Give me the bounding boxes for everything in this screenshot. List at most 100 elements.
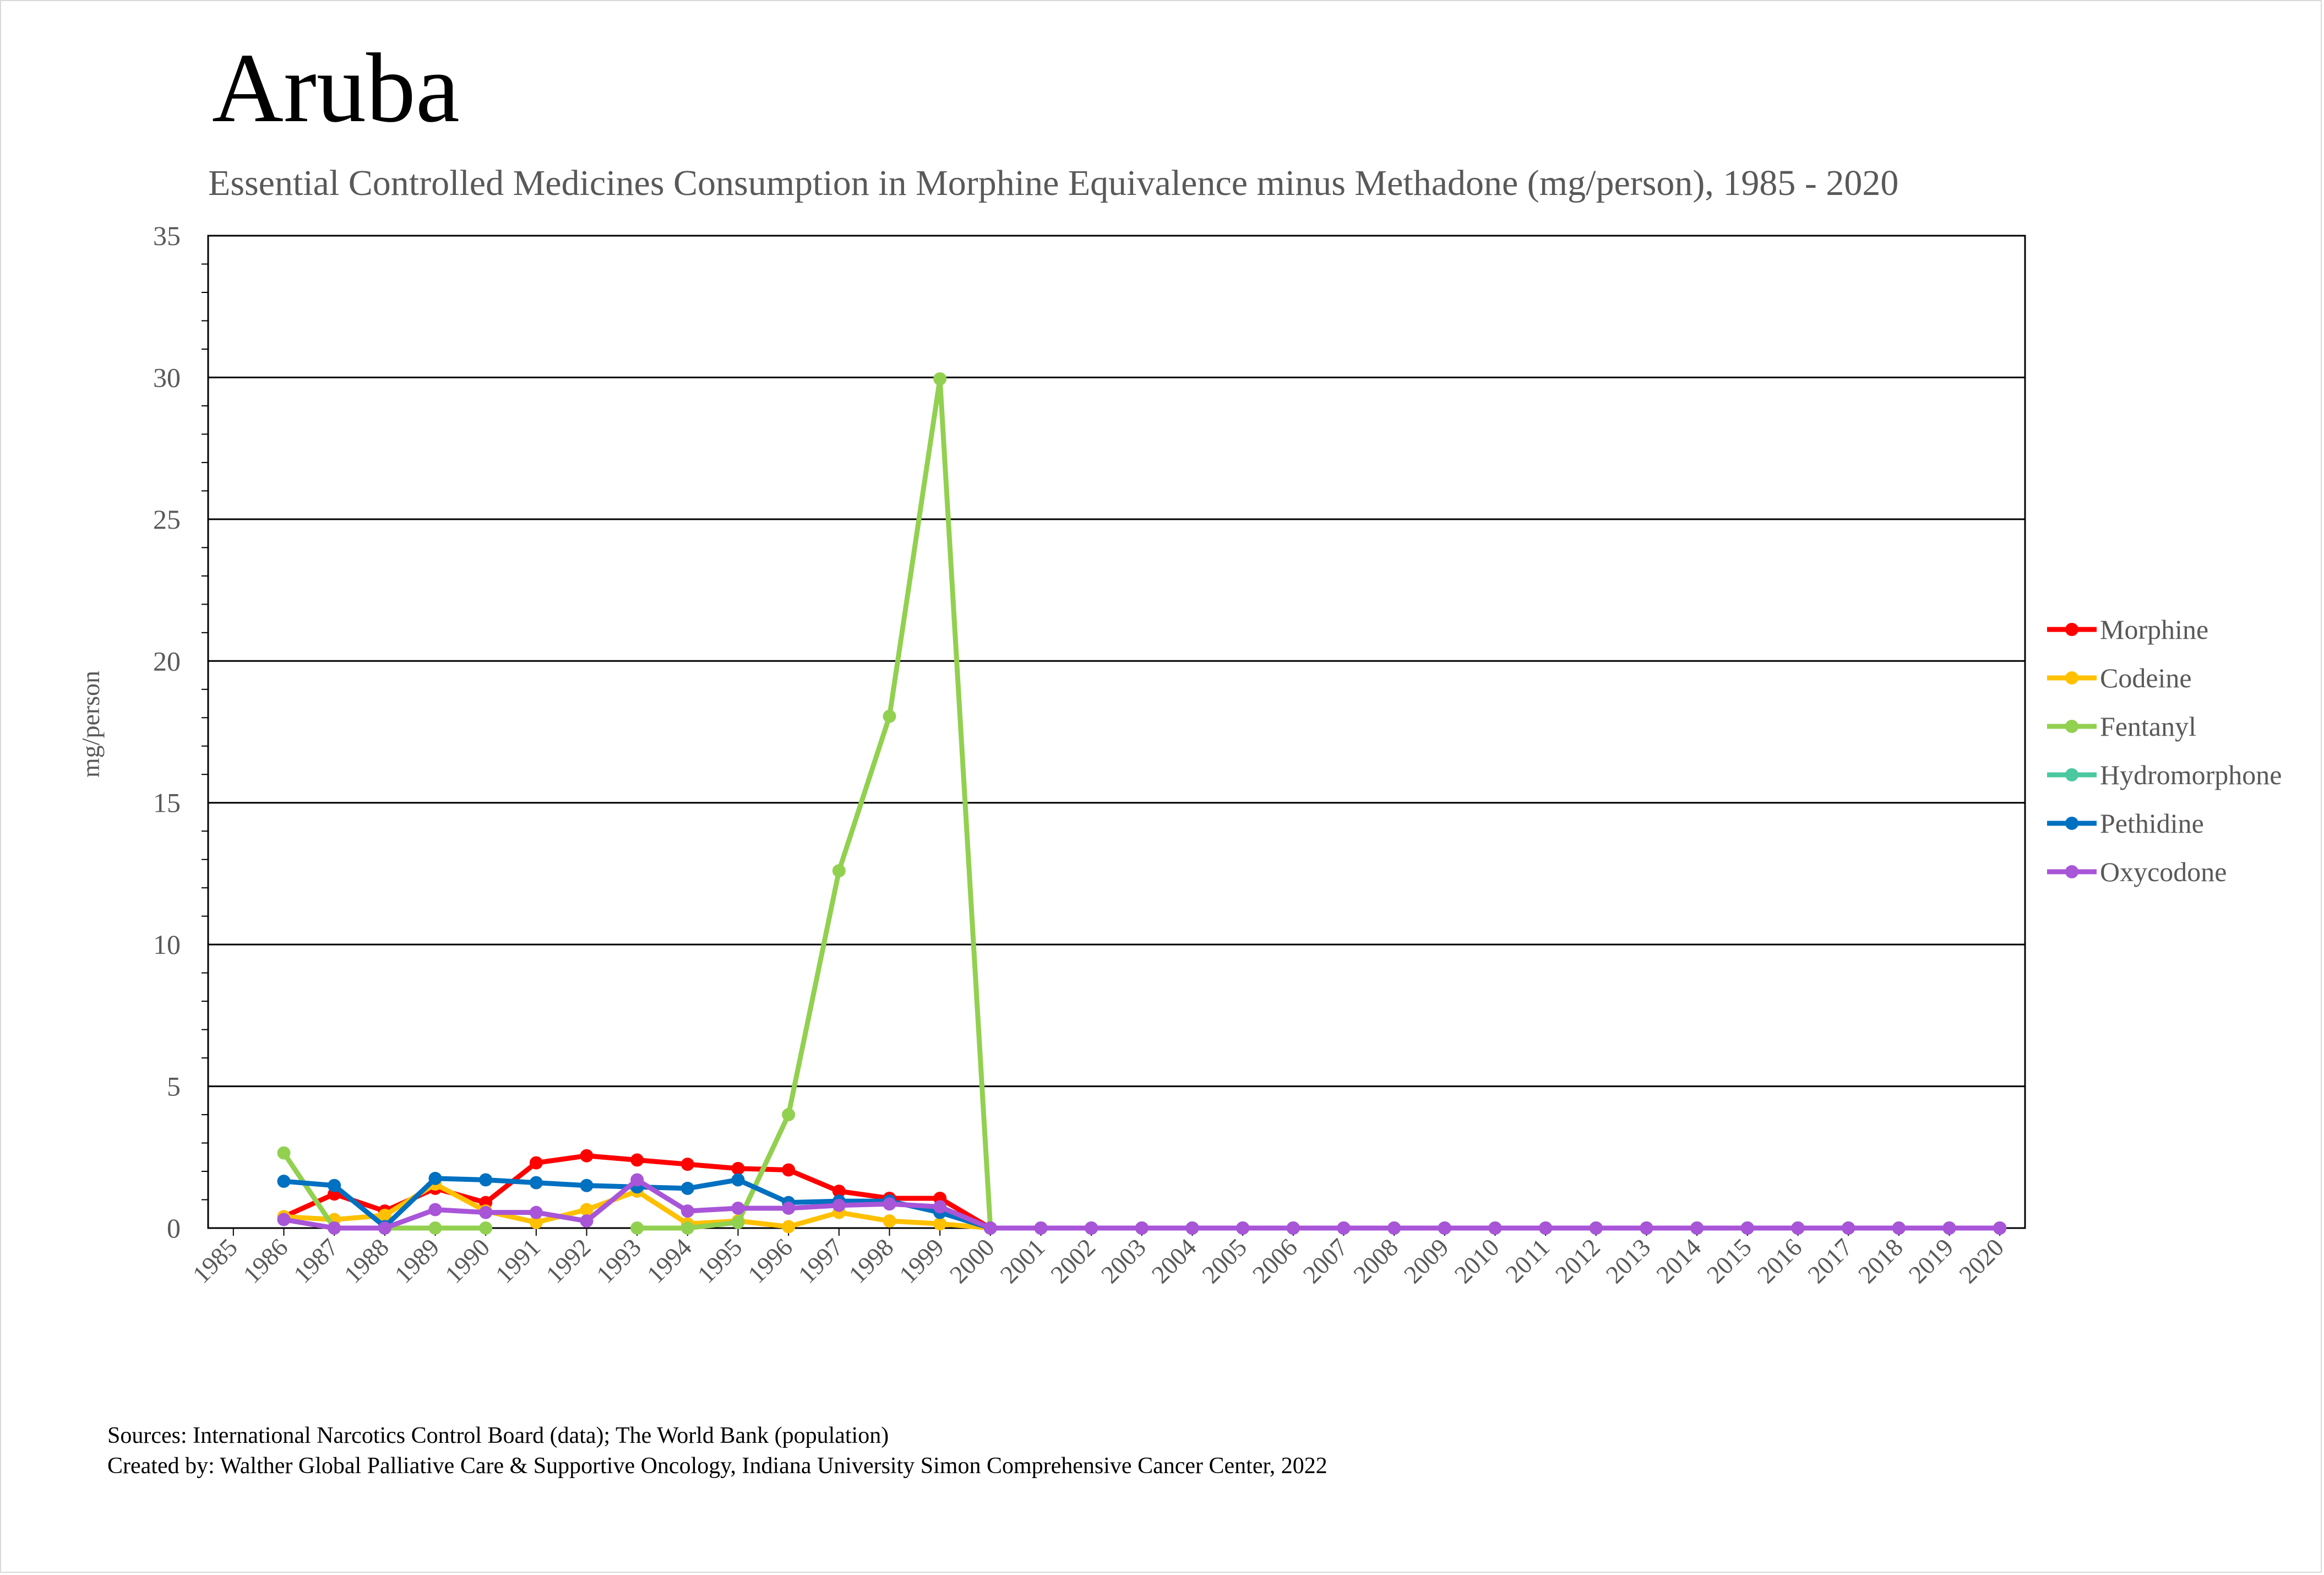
chart-title: Aruba <box>212 33 460 143</box>
data-point <box>1085 1221 1098 1235</box>
data-point <box>1488 1221 1502 1235</box>
data-point <box>832 1185 846 1198</box>
plot-border <box>207 235 2026 1229</box>
legend-item-morphine: Morphine <box>2047 614 2208 645</box>
x-tick-label: 2009 <box>1398 1233 1454 1289</box>
gridlines <box>208 235 2025 1088</box>
data-point <box>479 1205 493 1219</box>
data-point <box>630 1221 644 1235</box>
y-tick-label: 35 <box>153 220 181 251</box>
data-point <box>832 864 846 878</box>
data-point <box>1942 1221 1956 1235</box>
data-point <box>782 1163 796 1177</box>
data-point <box>428 1203 442 1216</box>
x-tick-label: 1987 <box>288 1233 344 1289</box>
legend-marker <box>2065 671 2078 685</box>
data-point <box>630 1173 644 1187</box>
data-point <box>1993 1221 2007 1235</box>
y-tick-label: 5 <box>167 1071 181 1102</box>
data-point <box>681 1181 694 1195</box>
data-point <box>883 709 896 723</box>
y-tick-label: 20 <box>153 645 181 676</box>
x-tick-label: 2007 <box>1297 1233 1353 1289</box>
legend-item-codeine: Codeine <box>2047 662 2192 693</box>
x-tick-label: 2020 <box>1953 1233 2009 1289</box>
x-tick-label: 1997 <box>793 1233 848 1289</box>
data-point <box>933 372 947 386</box>
data-point <box>933 1217 947 1231</box>
x-tick-label: 2000 <box>944 1233 1000 1289</box>
data-point <box>782 1108 796 1122</box>
data-point <box>681 1221 694 1235</box>
data-point <box>1286 1221 1300 1235</box>
x-tick-label: 2008 <box>1348 1233 1403 1289</box>
data-point <box>681 1204 694 1218</box>
legend-item-pethidine: Pethidine <box>2047 808 2204 839</box>
data-point <box>580 1214 594 1228</box>
legend-marker <box>2065 817 2078 830</box>
y-axis-label: mg/person <box>77 671 105 778</box>
y-tick-label: 0 <box>167 1213 181 1243</box>
data-point <box>630 1153 644 1167</box>
data-point <box>731 1161 745 1175</box>
x-tick-label: 2013 <box>1600 1233 1656 1289</box>
data-point <box>933 1200 947 1214</box>
data-point <box>1640 1221 1653 1235</box>
x-tick-label: 2017 <box>1802 1233 1858 1289</box>
y-tick-label: 15 <box>153 788 181 818</box>
legend-marker <box>2065 865 2078 878</box>
y-tick-label: 30 <box>153 362 181 393</box>
data-point <box>277 1146 291 1160</box>
legend-marker <box>2065 623 2078 636</box>
data-point <box>529 1176 543 1190</box>
data-point <box>731 1215 745 1229</box>
x-tick-label: 1993 <box>591 1233 646 1289</box>
data-point <box>580 1149 594 1163</box>
data-point <box>529 1215 543 1229</box>
x-tick-label: 1995 <box>692 1233 747 1289</box>
data-point <box>428 1221 442 1235</box>
data-point <box>428 1171 442 1185</box>
x-tick-label: 2010 <box>1449 1233 1504 1289</box>
footer-sources: Sources: International Narcotics Control… <box>107 1423 889 1448</box>
data-point <box>529 1156 543 1170</box>
data-point <box>983 1221 997 1235</box>
data-point <box>883 1214 896 1228</box>
data-point <box>1892 1221 1906 1235</box>
data-point <box>883 1197 896 1211</box>
legend-label: Hydromorphone <box>2100 759 2282 790</box>
legend-item-fentanyl: Fentanyl <box>2047 711 2196 742</box>
x-tick-label: 2003 <box>1096 1233 1151 1289</box>
data-point <box>277 1175 291 1188</box>
data-point <box>378 1208 391 1222</box>
x-tick-label: 2012 <box>1550 1233 1605 1289</box>
x-tick-label: 1989 <box>389 1233 444 1289</box>
legend-label: Oxycodone <box>2100 856 2227 887</box>
data-point <box>1438 1221 1451 1235</box>
x-tick-label: 2002 <box>1045 1233 1101 1289</box>
data-point <box>479 1221 493 1235</box>
x-tick-label: 1985 <box>187 1233 243 1289</box>
x-tick-label: 2014 <box>1651 1233 1706 1289</box>
data-point <box>731 1201 745 1215</box>
y-tick-label: 25 <box>153 504 181 535</box>
legend-item-hydromorphone: Hydromorphone <box>2047 759 2282 790</box>
legend-item-oxycodone: Oxycodone <box>2047 856 2227 887</box>
x-tick-label: 2001 <box>994 1233 1050 1289</box>
data-point <box>1791 1221 1805 1235</box>
data-point <box>580 1203 594 1216</box>
data-point <box>328 1221 341 1235</box>
x-tick-label: 1986 <box>237 1233 293 1289</box>
chart-subtitle: Essential Controlled Medicines Consumpti… <box>208 163 1899 203</box>
x-tick-label: 1992 <box>540 1233 596 1289</box>
x-tick-label: 1999 <box>894 1233 949 1289</box>
legend-label: Codeine <box>2100 662 2192 693</box>
x-tick-label: 2006 <box>1247 1233 1303 1289</box>
data-point <box>1539 1221 1553 1235</box>
series-lines <box>277 372 2007 1235</box>
x-tick-label: 1994 <box>641 1233 697 1289</box>
x-tick-label: 2011 <box>1500 1233 1555 1288</box>
data-point <box>1135 1221 1149 1235</box>
x-tick-label: 2004 <box>1146 1233 1201 1289</box>
